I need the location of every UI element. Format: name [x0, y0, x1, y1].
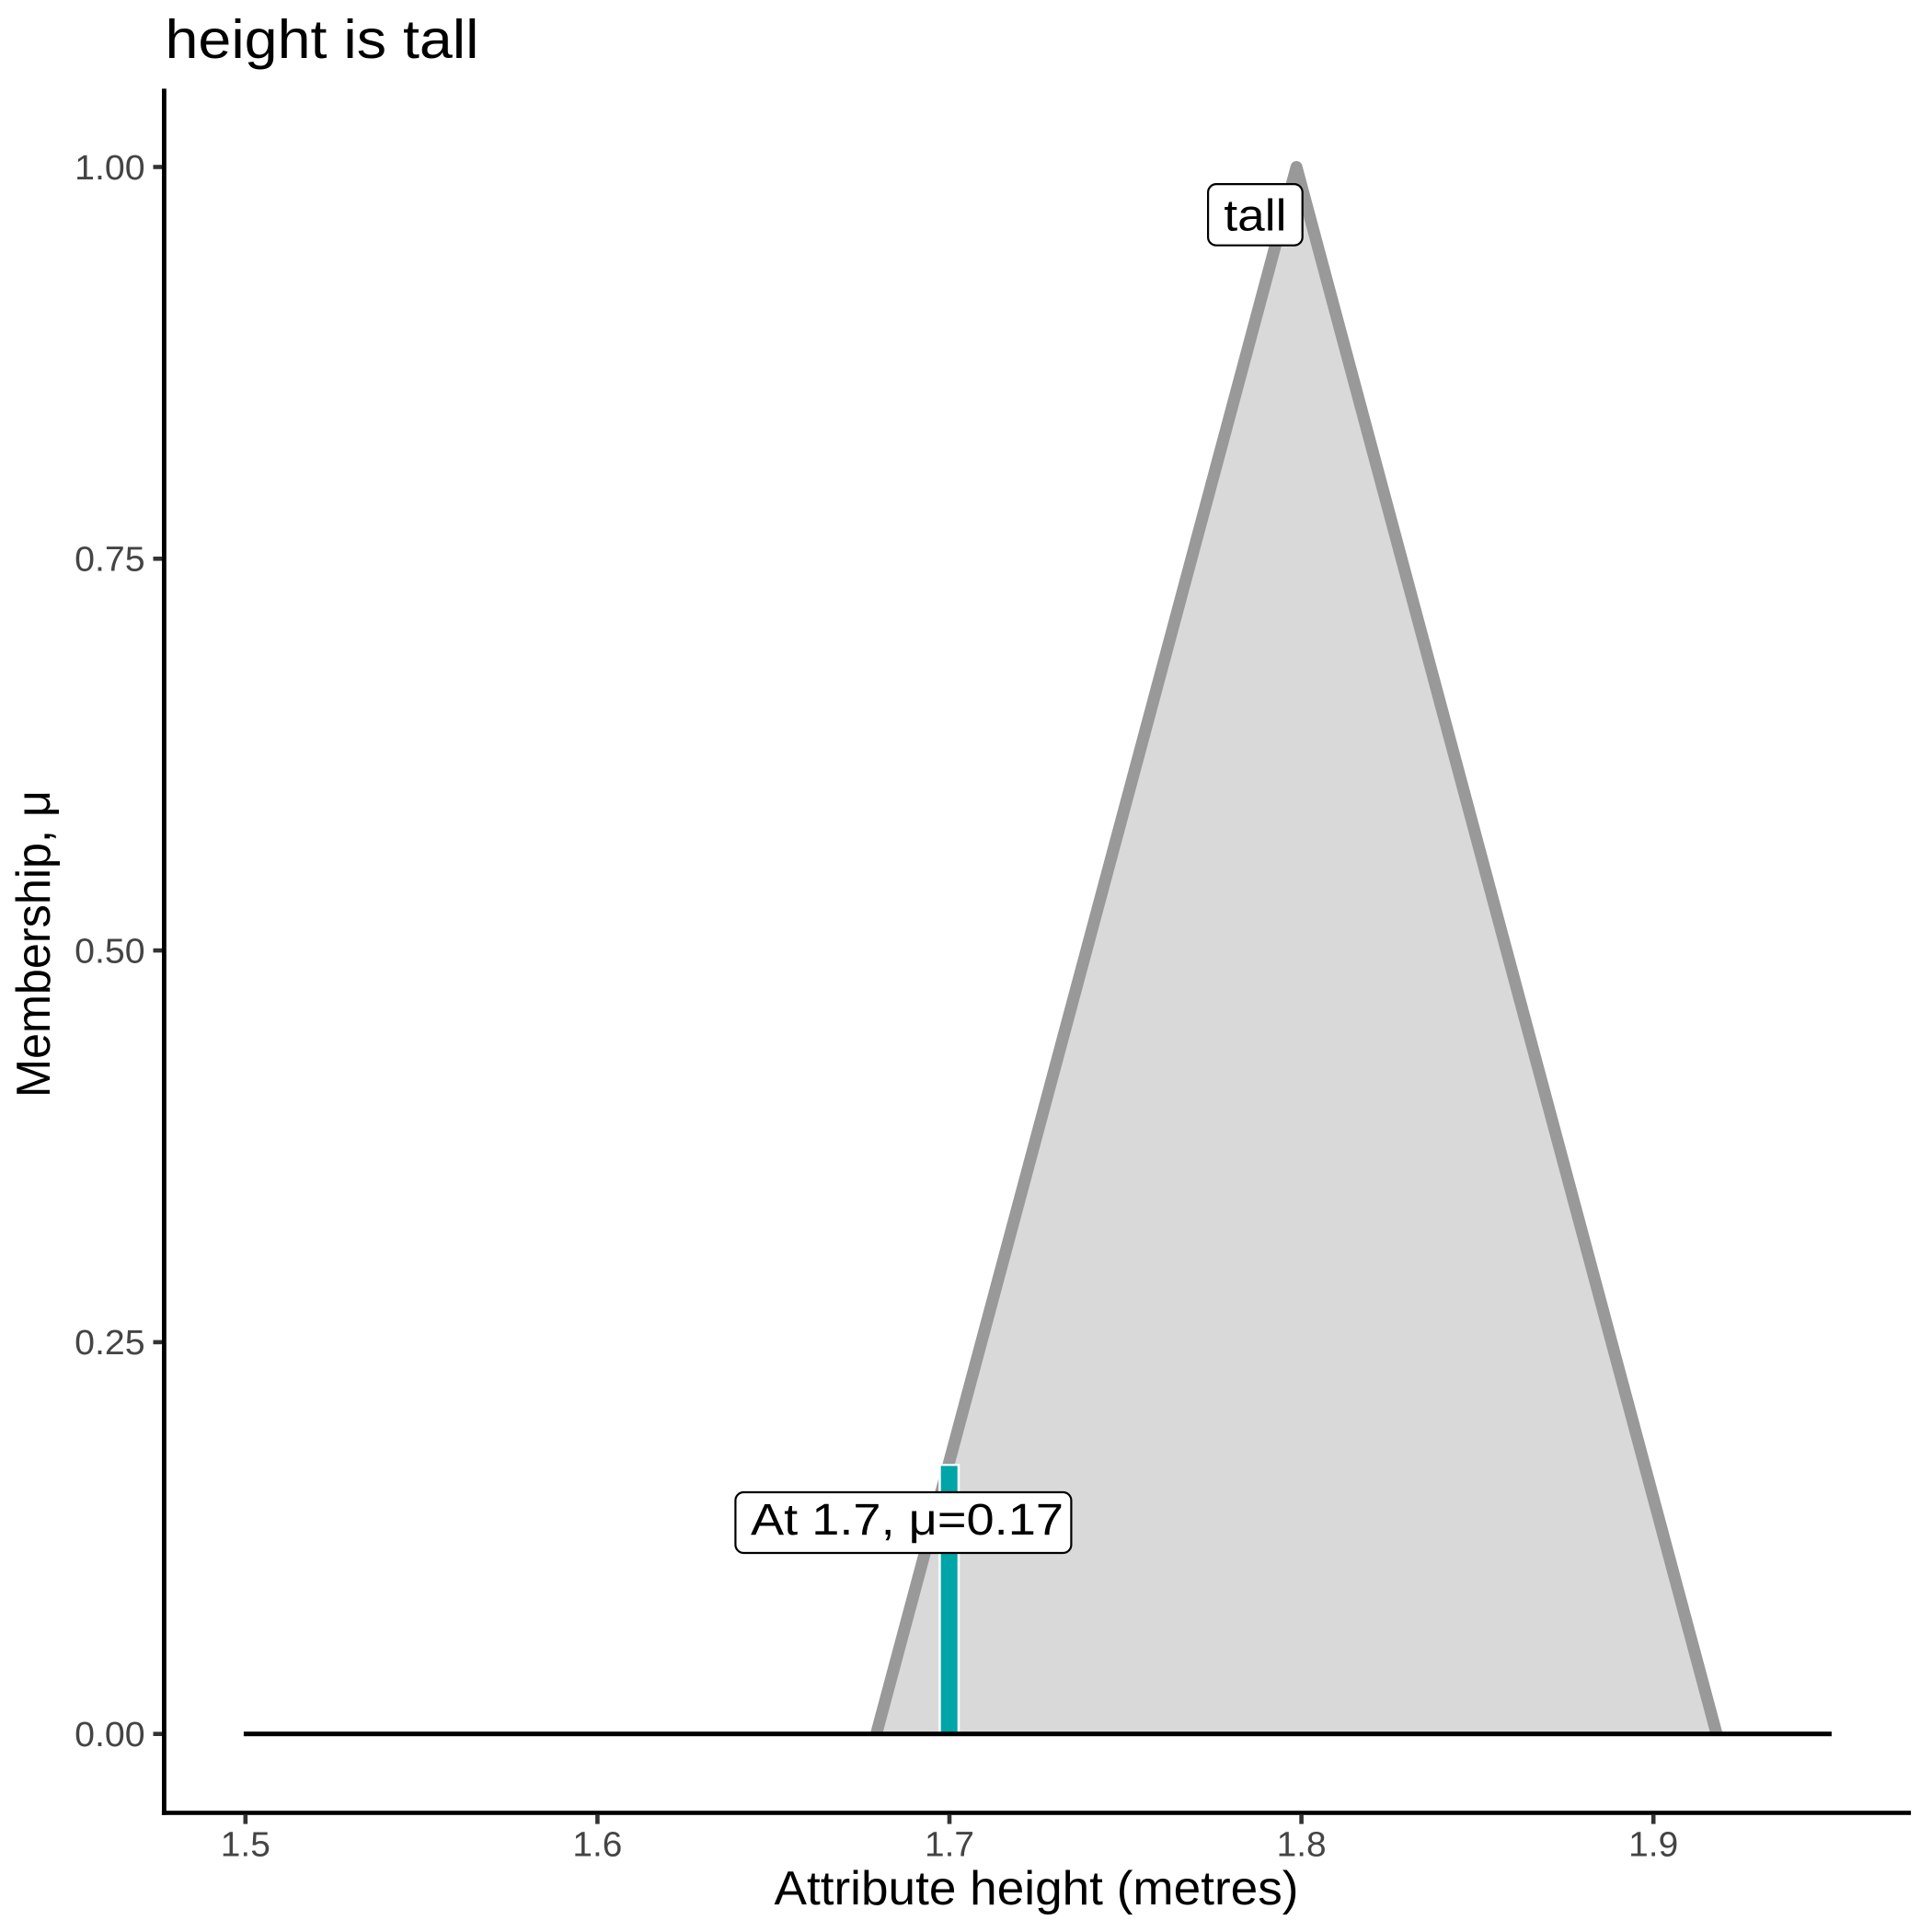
svg-text:1.8: 1.8 — [1277, 1825, 1327, 1865]
svg-text:1.6: 1.6 — [572, 1825, 622, 1865]
svg-text:tall: tall — [1224, 191, 1286, 241]
svg-text:Attribute height (metres): Attribute height (metres) — [775, 1861, 1299, 1915]
svg-text:0.25: 0.25 — [75, 1323, 145, 1363]
svg-text:1.5: 1.5 — [221, 1825, 270, 1865]
svg-text:At 1.7, μ=0.17: At 1.7, μ=0.17 — [751, 1495, 1064, 1545]
svg-text:0.50: 0.50 — [75, 931, 145, 971]
svg-text:1.00: 1.00 — [75, 148, 145, 188]
svg-text:height is tall: height is tall — [166, 10, 479, 70]
svg-text:0.75: 0.75 — [75, 540, 145, 580]
svg-text:1.7: 1.7 — [925, 1825, 974, 1865]
svg-text:1.9: 1.9 — [1628, 1825, 1678, 1865]
svg-text:Membership, μ: Membership, μ — [6, 790, 60, 1098]
svg-text:0.00: 0.00 — [75, 1715, 145, 1754]
